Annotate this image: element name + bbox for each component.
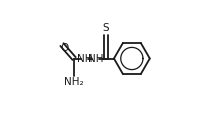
Text: NH: NH [88,53,103,64]
Text: S: S [102,23,109,33]
Text: NH₂: NH₂ [64,77,84,87]
Text: NH: NH [77,53,93,64]
Text: O: O [61,43,69,53]
